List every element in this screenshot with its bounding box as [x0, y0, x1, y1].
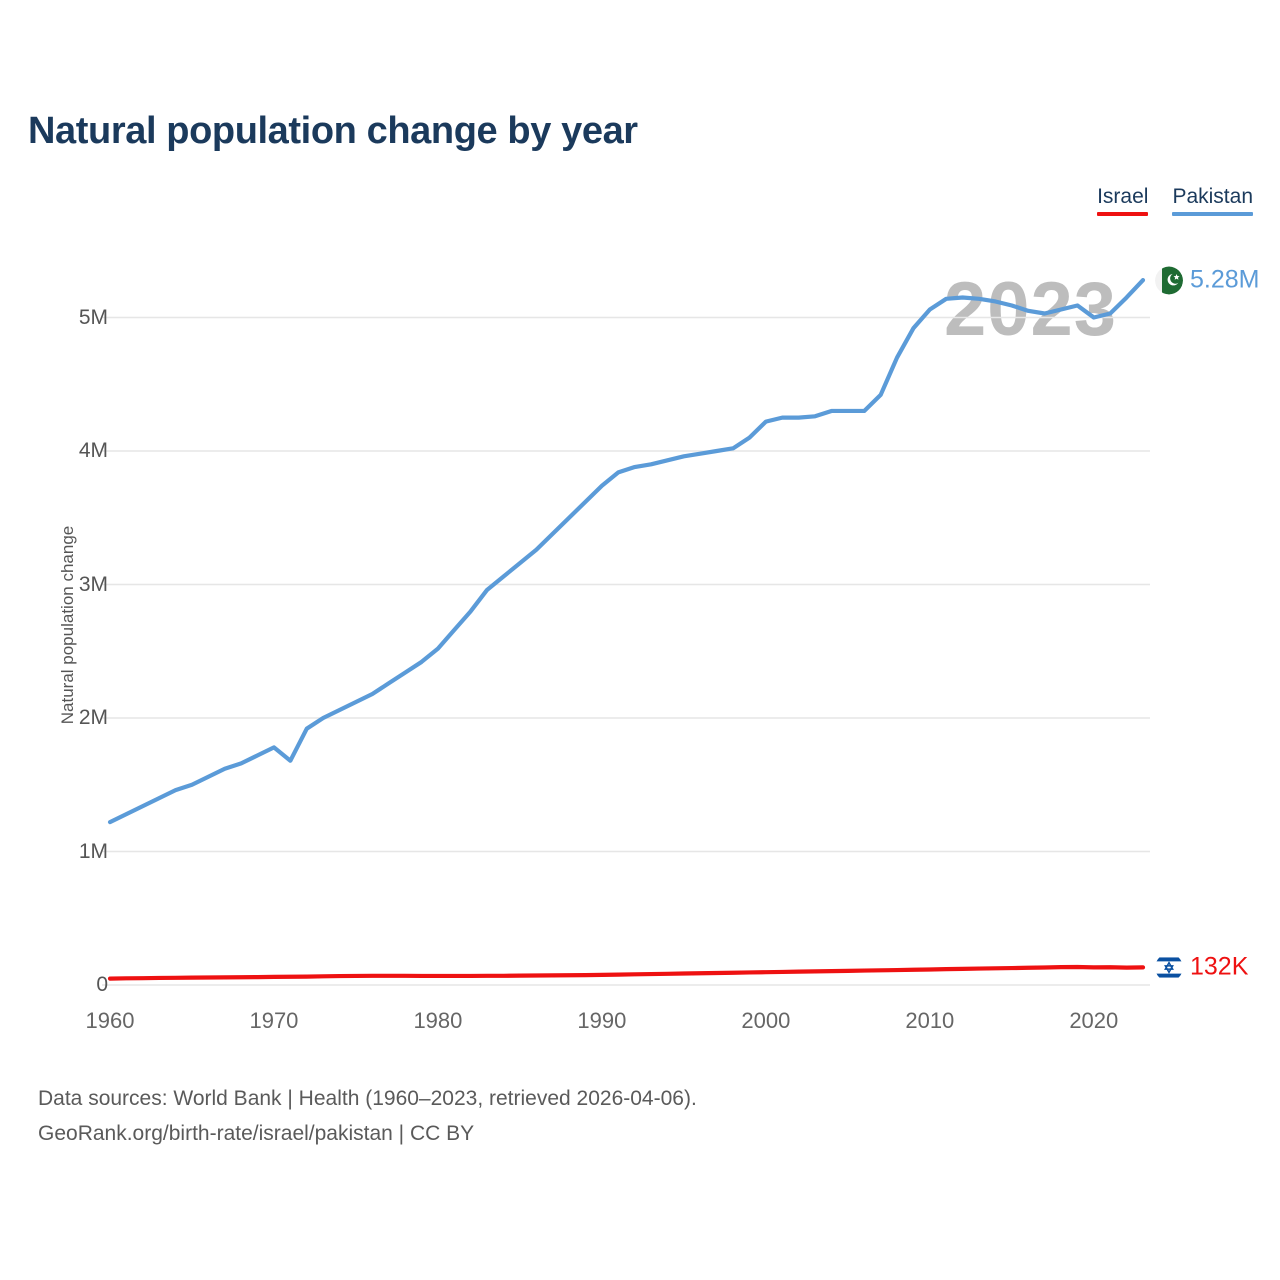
x-tick-label: 1970 [249, 1008, 299, 1033]
y-tick-label: 4M [78, 439, 108, 462]
plot-area: 2023 0 1M 2M 3M 4M 5M Natural population chan… [28, 0, 1259, 1070]
y-axis-title: Natural population change [58, 525, 77, 725]
legend-label-pakistan: Pakistan [1172, 185, 1253, 208]
footer-line-1: Data sources: World Bank | Health (1960–… [38, 1087, 697, 1110]
x-tick-label: 2010 [905, 1008, 955, 1033]
y-tick-label: 2M [78, 706, 108, 729]
x-tick-label: 1990 [577, 1008, 627, 1033]
legend-swatch-israel [1097, 212, 1149, 217]
endpoint-value-israel: 132K [1190, 952, 1249, 981]
footer-line-2: GeoRank.org/birth-rate/israel/pakistan |… [38, 1121, 475, 1145]
pakistan-flag-icon [1155, 266, 1183, 295]
y-axis-ticks: 0 1M 2M 3M 4M 5M [28, 0, 108, 1070]
legend: Israel Pakistan [1097, 185, 1253, 217]
footer: Data sources: World Bank | Health (1960–… [38, 1082, 697, 1151]
series-line-israel [107, 964, 1146, 981]
israel-flag-icon [1155, 953, 1183, 982]
y-tick-label: 3M [78, 572, 108, 596]
y-tick-label: 0 [96, 973, 108, 996]
series-line-pakistan [107, 278, 1146, 825]
x-tick-label: 1960 [85, 1008, 135, 1033]
legend-label-israel: Israel [1097, 185, 1149, 208]
page-title: Natural population change by year [28, 110, 638, 152]
endpoint-value-pakistan: 5.28M [1190, 265, 1260, 294]
y-tick-label: 5M [78, 305, 108, 329]
legend-item-pakistan[interactable]: Pakistan [1172, 185, 1253, 217]
gridlines [102, 316, 1150, 986]
endpoint-label-israel: 132K [1155, 953, 1248, 982]
legend-item-israel[interactable]: Israel [1097, 185, 1149, 217]
x-tick-label: 1980 [413, 1008, 463, 1033]
line-chart-svg [102, 278, 1150, 986]
x-tick-label: 2020 [1069, 1008, 1119, 1033]
endpoint-label-pakistan: 5.28M [1155, 266, 1259, 295]
y-tick-label: 1M [78, 839, 108, 863]
x-tick-label: 2000 [741, 1008, 791, 1033]
legend-swatch-pakistan [1172, 212, 1253, 217]
